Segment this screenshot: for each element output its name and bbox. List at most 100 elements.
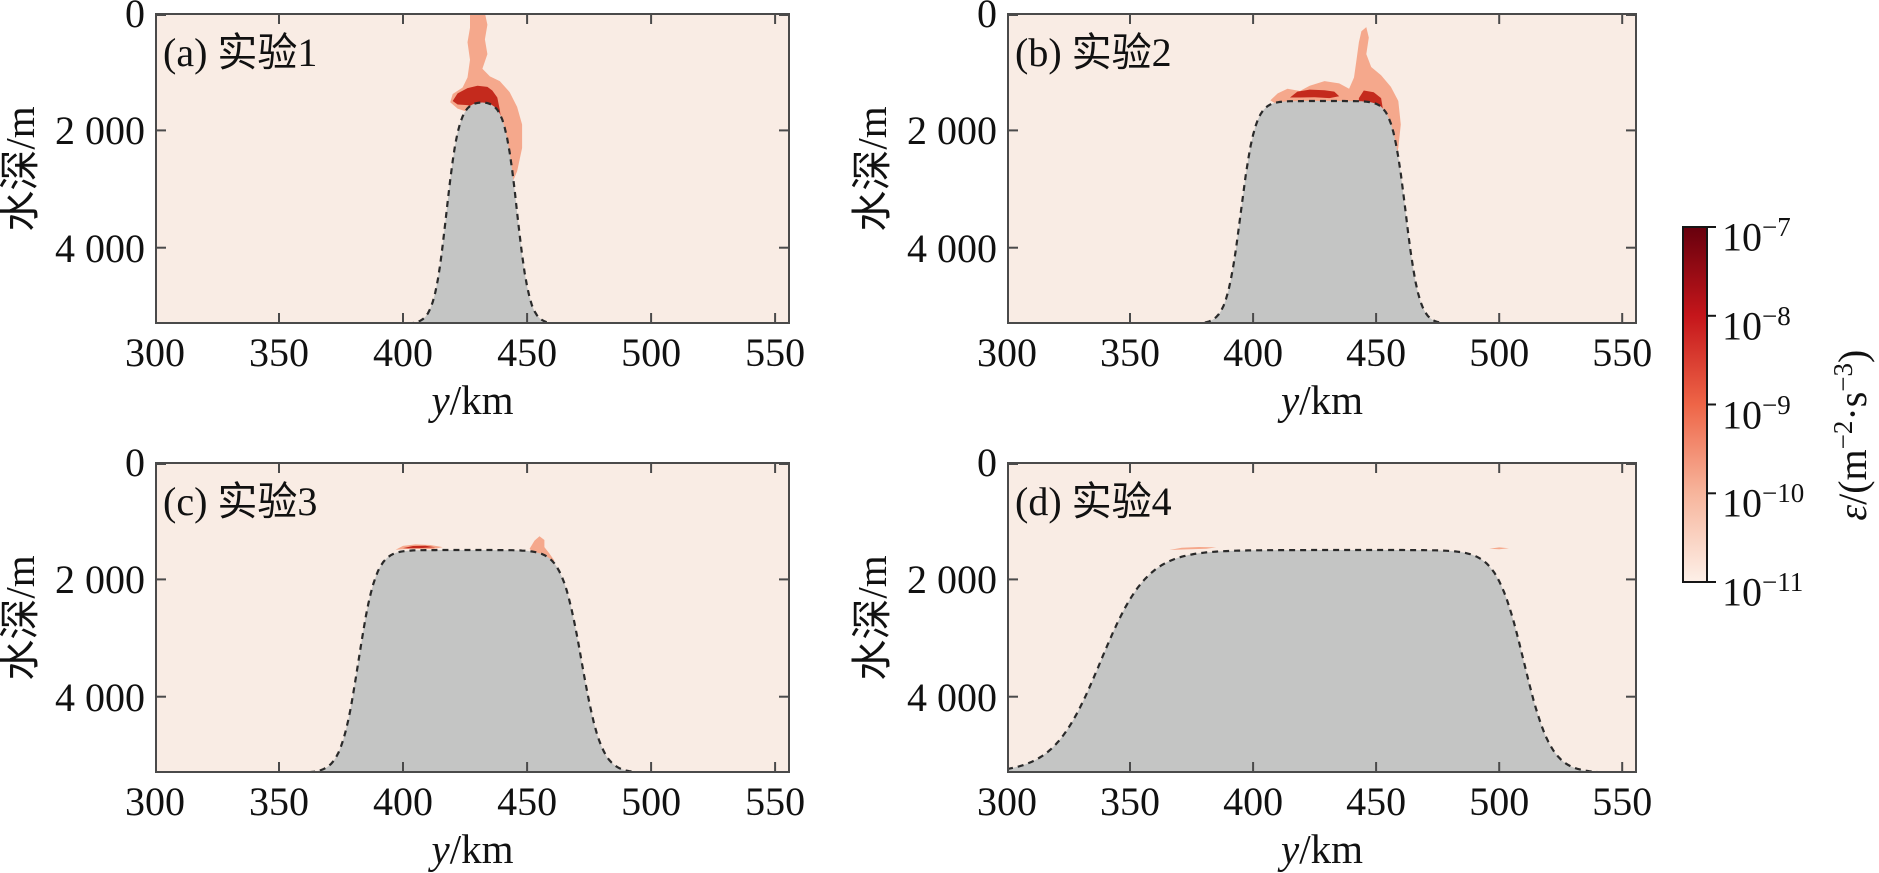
- text-run: (d) 实验4: [1015, 479, 1172, 524]
- text-run: 450: [497, 330, 558, 375]
- text-run: 10: [1722, 480, 1762, 526]
- y-axis-label: 水深/m: [849, 49, 895, 289]
- y-tick-label: 4 000: [0, 674, 145, 720]
- text-run: /km: [1299, 826, 1363, 872]
- x-axis-label: y/km: [155, 378, 790, 422]
- text-run: 0: [125, 0, 145, 36]
- x-tick-label: 400: [1193, 332, 1313, 374]
- text-run: ·s: [1830, 391, 1876, 421]
- text-run: 10: [1722, 214, 1762, 260]
- x-tick-label: 350: [1070, 781, 1190, 823]
- axes-frame: [155, 462, 790, 773]
- text-run: 水深/m: [0, 554, 43, 681]
- colorbar-tick-label: 10−7: [1722, 203, 1862, 261]
- seamount-fill: [155, 102, 790, 324]
- panel-d-plot: [1007, 462, 1637, 773]
- text-run: y: [1281, 377, 1300, 423]
- axes-frame: [1007, 462, 1637, 773]
- text-run: −7: [1762, 212, 1791, 242]
- x-tick-label: 400: [343, 332, 463, 374]
- y-tick-label: 2 000: [849, 110, 997, 152]
- x-tick-label: 350: [219, 332, 339, 374]
- text-run: 350: [1100, 779, 1161, 824]
- x-tick-label: 400: [343, 781, 463, 823]
- text-run: 500: [621, 330, 682, 375]
- text-run: y: [1281, 826, 1300, 872]
- x-tick-label: 300: [95, 781, 215, 823]
- x-tick-label: 500: [591, 332, 711, 374]
- text-run: 0: [977, 0, 997, 36]
- text-run: 4 000: [907, 674, 997, 720]
- text-run: 350: [1100, 330, 1161, 375]
- text-run: 400: [1223, 779, 1284, 824]
- text-run: 400: [1223, 330, 1284, 375]
- text-run: (b) 实验2: [1015, 30, 1172, 75]
- x-tick-label: 550: [1562, 781, 1682, 823]
- x-axis-label: y/km: [155, 827, 790, 871]
- text-run: 400: [373, 330, 434, 375]
- text-run: 350: [249, 779, 310, 824]
- text-run: 10: [1722, 569, 1762, 615]
- text-run: −10: [1762, 478, 1805, 509]
- dissipation-patch-moderate: [1489, 547, 1509, 550]
- text-run: (a) 实验1: [163, 30, 318, 75]
- text-run: 2 000: [907, 557, 997, 603]
- text-run: −11: [1762, 567, 1804, 597]
- seamount-outline: [1007, 548, 1637, 773]
- y-tick-label: 0: [0, 442, 145, 484]
- x-tick-label: 350: [1070, 332, 1190, 374]
- y-axis-label: 水深/m: [0, 49, 43, 289]
- y-tick-label: 2 000: [0, 110, 145, 152]
- seamount-fill: [1007, 101, 1637, 324]
- text-run: 300: [977, 779, 1037, 824]
- y-axis-label: 水深/m: [849, 498, 895, 738]
- x-tick-label: 550: [1562, 332, 1682, 374]
- text-run: 2 000: [55, 557, 145, 603]
- text-run: 4 000: [55, 225, 145, 271]
- text-run: 450: [1346, 779, 1407, 824]
- x-tick-label: 300: [947, 781, 1067, 823]
- panel-a-title: (a) 实验1: [163, 31, 317, 75]
- colorbar-tick-label: 10−8: [1722, 292, 1862, 350]
- text-run: (c) 实验3: [163, 479, 318, 524]
- x-tick-label: 400: [1193, 781, 1313, 823]
- panel-c-plot: [155, 462, 790, 773]
- text-run: −2: [1827, 420, 1858, 450]
- text-run: 水深/m: [849, 105, 895, 232]
- text-run: 300: [125, 779, 185, 824]
- text-run: 450: [497, 779, 558, 824]
- x-tick-label: 300: [95, 332, 215, 374]
- x-tick-label: 500: [1439, 332, 1559, 374]
- seamount-fill: [155, 550, 790, 773]
- text-run: 4 000: [55, 674, 145, 720]
- text-run: 550: [1592, 779, 1653, 824]
- text-run: 300: [125, 330, 185, 375]
- y-tick-label: 2 000: [849, 559, 997, 601]
- text-run: 550: [1592, 330, 1653, 375]
- x-tick-label: 500: [591, 781, 711, 823]
- seamount-fill: [1007, 550, 1637, 773]
- text-run: 0: [125, 440, 145, 485]
- text-run: 550: [745, 779, 806, 824]
- panel-b-title: (b) 实验2: [1015, 31, 1172, 75]
- colorbar-tick-label: 10−9: [1722, 381, 1862, 439]
- text-run: /(m: [1830, 449, 1876, 505]
- text-run: 400: [373, 779, 434, 824]
- colorbar-tick-label: 10−11: [1722, 558, 1862, 616]
- text-run: y: [431, 377, 450, 423]
- y-tick-label: 0: [849, 442, 997, 484]
- axes-frame: [1007, 13, 1637, 324]
- x-axis-label: y/km: [1007, 378, 1637, 422]
- x-tick-label: 450: [467, 781, 587, 823]
- text-run: 550: [745, 330, 806, 375]
- y-tick-label: 4 000: [849, 227, 997, 270]
- text-run: −9: [1762, 389, 1791, 420]
- text-run: ε: [1830, 504, 1876, 521]
- text-run: /km: [449, 377, 514, 423]
- text-run: 10: [1722, 391, 1762, 437]
- text-run: 350: [249, 330, 310, 375]
- panel-a-plot: [155, 13, 790, 324]
- dissipation-patch-moderate: [1270, 27, 1401, 193]
- x-tick-label: 350: [219, 781, 339, 823]
